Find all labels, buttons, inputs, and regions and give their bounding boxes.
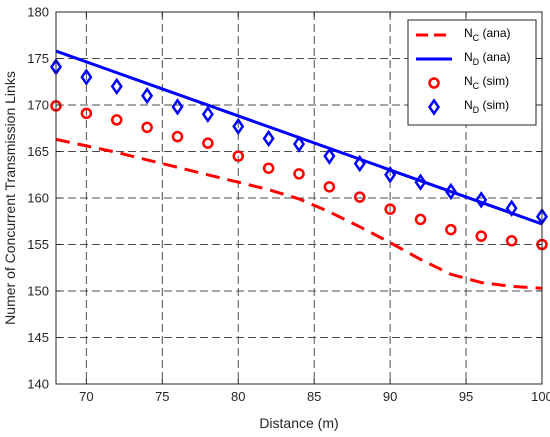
y-axis-title: Numer of Concurrent Transmission Links xyxy=(2,71,18,325)
data-point xyxy=(202,137,214,149)
data-point xyxy=(354,191,366,203)
data-point xyxy=(475,230,487,242)
data-point xyxy=(262,129,275,148)
legend-item-3: ND (sim) xyxy=(427,98,509,116)
series-2 xyxy=(50,100,548,251)
data-point xyxy=(201,105,214,123)
legend-label-sub: C xyxy=(473,81,480,91)
y-tick-label: 175 xyxy=(27,51,49,66)
x-tick-label: 95 xyxy=(459,389,473,404)
legend-item-0: NC (ana) xyxy=(416,26,511,43)
data-point xyxy=(444,182,457,201)
data-point xyxy=(232,150,244,162)
legend-label-main: N xyxy=(464,98,473,112)
legend-label-main: N xyxy=(464,26,473,40)
data-point xyxy=(445,223,457,236)
y-tick-label: 165 xyxy=(27,144,49,159)
x-tick-label: 70 xyxy=(79,389,93,404)
data-point xyxy=(414,173,427,191)
y-tick-label: 145 xyxy=(27,330,49,345)
data-point xyxy=(353,154,366,173)
legend-label-suffix: (sim) xyxy=(479,74,509,88)
legend-swatch xyxy=(427,98,441,116)
data-point xyxy=(384,203,396,215)
data-point xyxy=(384,166,397,184)
legend-label: ND (sim) xyxy=(464,98,509,115)
x-tick-label: 100 xyxy=(531,389,550,404)
data-point xyxy=(475,191,488,209)
x-tick-label: 90 xyxy=(383,389,397,404)
data-point xyxy=(80,68,93,86)
legend: NC (ana)ND (ana)NC (sim)ND (sim) xyxy=(407,19,537,126)
legend-item-2: NC (sim) xyxy=(428,74,509,91)
legend-label: NC (ana) xyxy=(464,26,511,43)
data-point xyxy=(171,130,184,143)
data-series xyxy=(49,49,549,290)
data-point xyxy=(141,87,154,105)
legend-label-suffix: (ana) xyxy=(479,26,510,40)
data-point xyxy=(262,162,275,174)
legend-label-sub: D xyxy=(473,57,480,67)
data-point xyxy=(80,107,93,120)
series-0 xyxy=(55,137,543,290)
legend-label-sub: C xyxy=(473,33,480,43)
legend-label: NC (sim) xyxy=(464,74,509,91)
axis-ticks: 70 75 80 85 90 95 100 140 145 150 155 160 165 170 175 1… xyxy=(27,5,550,405)
x-axis-title: Distance (m) xyxy=(259,415,338,431)
x-tick-label: 75 xyxy=(155,389,169,404)
data-point xyxy=(141,121,153,134)
data-point xyxy=(111,114,123,126)
y-tick-label: 155 xyxy=(27,237,49,252)
y-tick-label: 180 xyxy=(27,5,49,20)
y-tick-label: 140 xyxy=(27,377,49,392)
series-3 xyxy=(49,58,549,226)
data-point xyxy=(505,199,518,217)
series-line xyxy=(55,137,543,290)
data-point xyxy=(292,135,306,153)
data-point xyxy=(232,117,245,136)
data-point xyxy=(171,98,184,116)
data-point xyxy=(414,213,427,226)
legend-item-1: ND (ana) xyxy=(416,50,511,67)
data-point xyxy=(323,147,336,165)
data-point xyxy=(293,168,305,180)
legend-swatch xyxy=(428,77,440,89)
data-point xyxy=(505,235,518,247)
legend-label-sub: D xyxy=(473,105,480,115)
data-point xyxy=(323,181,336,193)
legend-label: ND (ana) xyxy=(464,50,511,67)
y-tick-label: 160 xyxy=(27,191,49,206)
y-tick-label: 170 xyxy=(27,98,49,113)
legend-label-suffix: (ana) xyxy=(479,50,510,64)
x-tick-label: 80 xyxy=(231,389,245,404)
legend-label-main: N xyxy=(464,50,473,64)
x-tick-label: 85 xyxy=(307,389,321,404)
data-point xyxy=(110,77,123,96)
y-tick-label: 150 xyxy=(27,284,49,299)
legend-label-suffix: (sim) xyxy=(479,98,509,112)
legend-label-main: N xyxy=(464,74,473,88)
